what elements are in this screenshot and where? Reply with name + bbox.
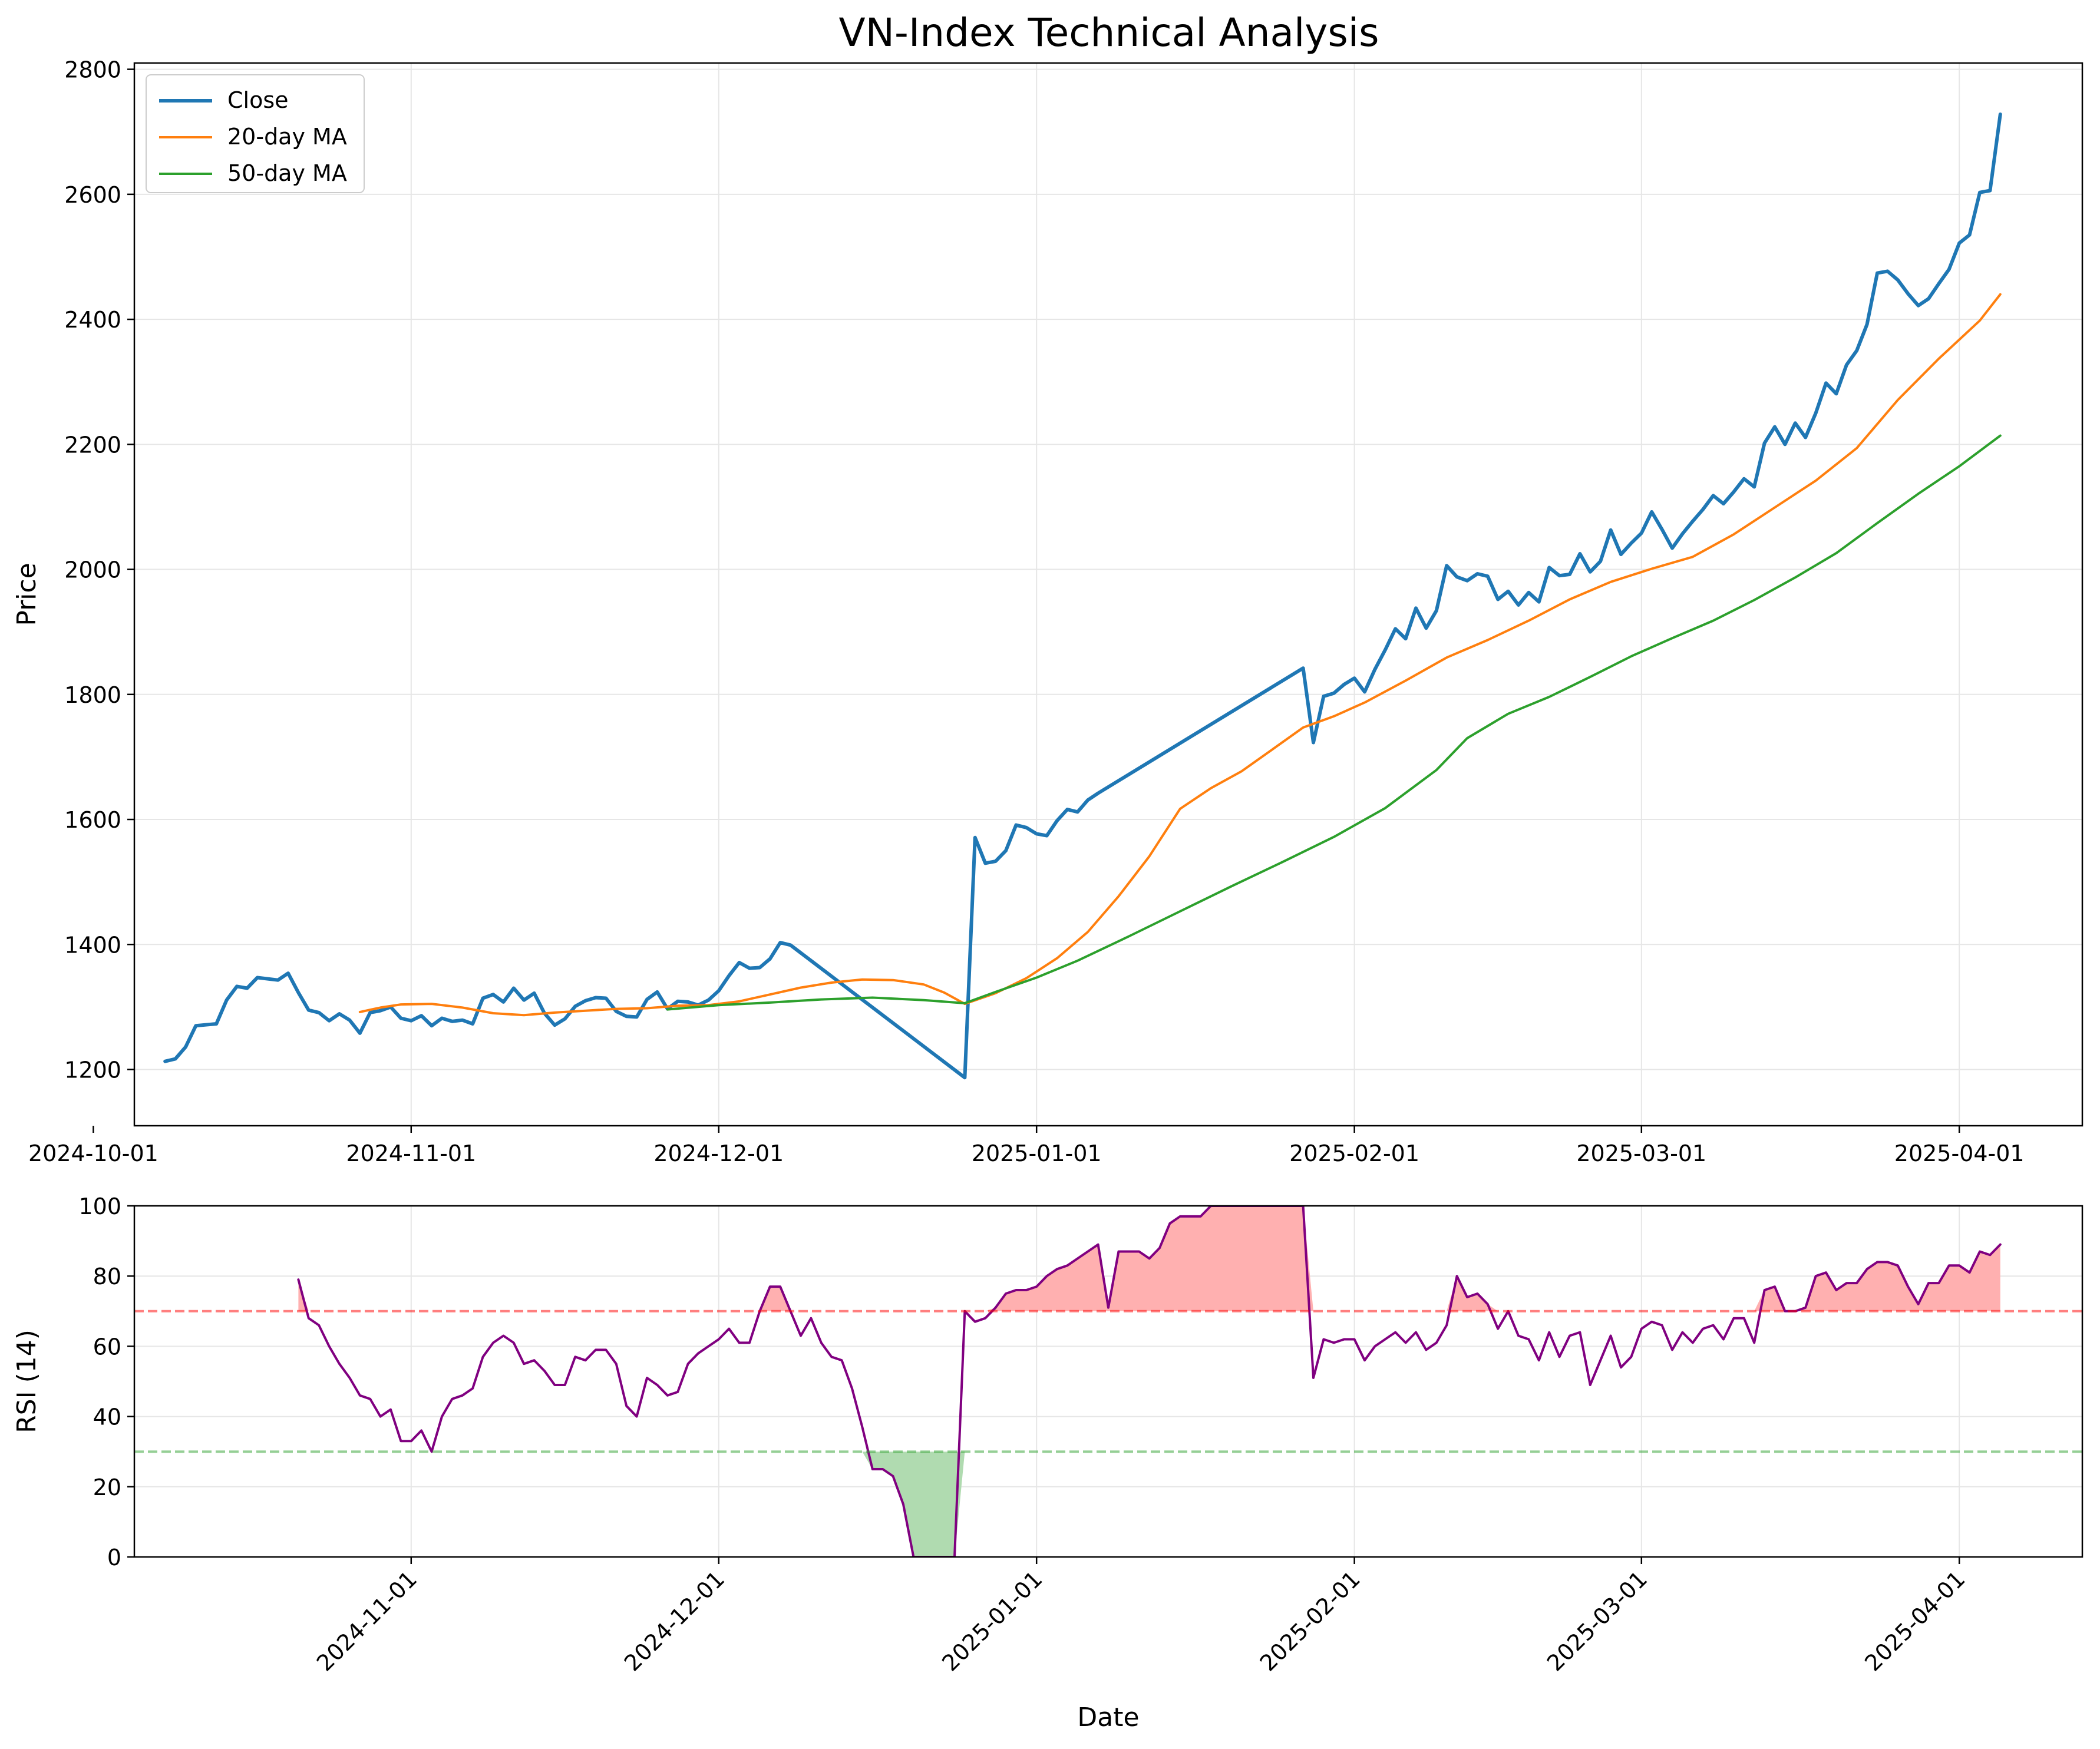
y-tick-label: 2000 [64, 557, 121, 583]
axes-frame [133, 62, 2084, 1127]
y-tick-label: 40 [93, 1404, 121, 1430]
x-tick-label: 2025-03-01 [1576, 1140, 1706, 1166]
x-tick-label: 2024-11-01 [346, 1140, 476, 1166]
y-tick-label: 2600 [64, 182, 121, 208]
x-tick-label: 2024-10-01 [28, 1140, 159, 1166]
x-tick-label: 2025-01-01 [972, 1140, 1102, 1166]
y-tick-label: 100 [78, 1193, 121, 1219]
y-tick-label: 2200 [64, 432, 121, 458]
y-axis-label: Price [12, 563, 42, 626]
x-tick-label: 2025-02-01 [1289, 1140, 1419, 1166]
plot-area [297, 1206, 2002, 1557]
y-axis-label: RSI (14) [12, 1330, 42, 1433]
y-tick-label: 80 [93, 1264, 121, 1290]
price-panel: 1200 1400 1600 1800 2000 2200 2400 2600 2800 2024… [12, 57, 2084, 1166]
legend-label-20-day-ma: 20-day MA [227, 124, 347, 150]
series-line-50-day-ma [666, 434, 2002, 1011]
y-tick-label: 2400 [64, 307, 121, 333]
x-axis-label: Date [1077, 1702, 1139, 1733]
plot-area [163, 113, 2002, 1080]
legend: Close 20-day MA 50-day MA [146, 74, 365, 193]
axes-frame [133, 1205, 2084, 1558]
y-tick-label: 1200 [64, 1057, 121, 1083]
y-tick-label: 1800 [64, 682, 121, 708]
legend-label-50-day-ma: 50-day MA [227, 160, 347, 186]
series-line-close [163, 113, 2002, 1080]
chart-title: VN-Index Technical Analysis [839, 10, 1379, 55]
x-tick-label: 2025-04-01 [1894, 1140, 2025, 1166]
y-tick-label: 0 [107, 1545, 121, 1571]
legend-box [146, 74, 365, 193]
y-tick-label: 2800 [64, 57, 121, 83]
series-line-rsi [297, 1206, 2002, 1557]
y-tick-label: 20 [93, 1474, 121, 1500]
y-tick-label: 1400 [64, 932, 121, 958]
y-tick-label: 1600 [64, 807, 121, 833]
legend-label-close: Close [227, 87, 289, 113]
y-tick-label: 60 [93, 1334, 121, 1360]
series-line-20-day-ma [358, 293, 2002, 1017]
x-tick-label: 2024-12-01 [653, 1140, 784, 1166]
